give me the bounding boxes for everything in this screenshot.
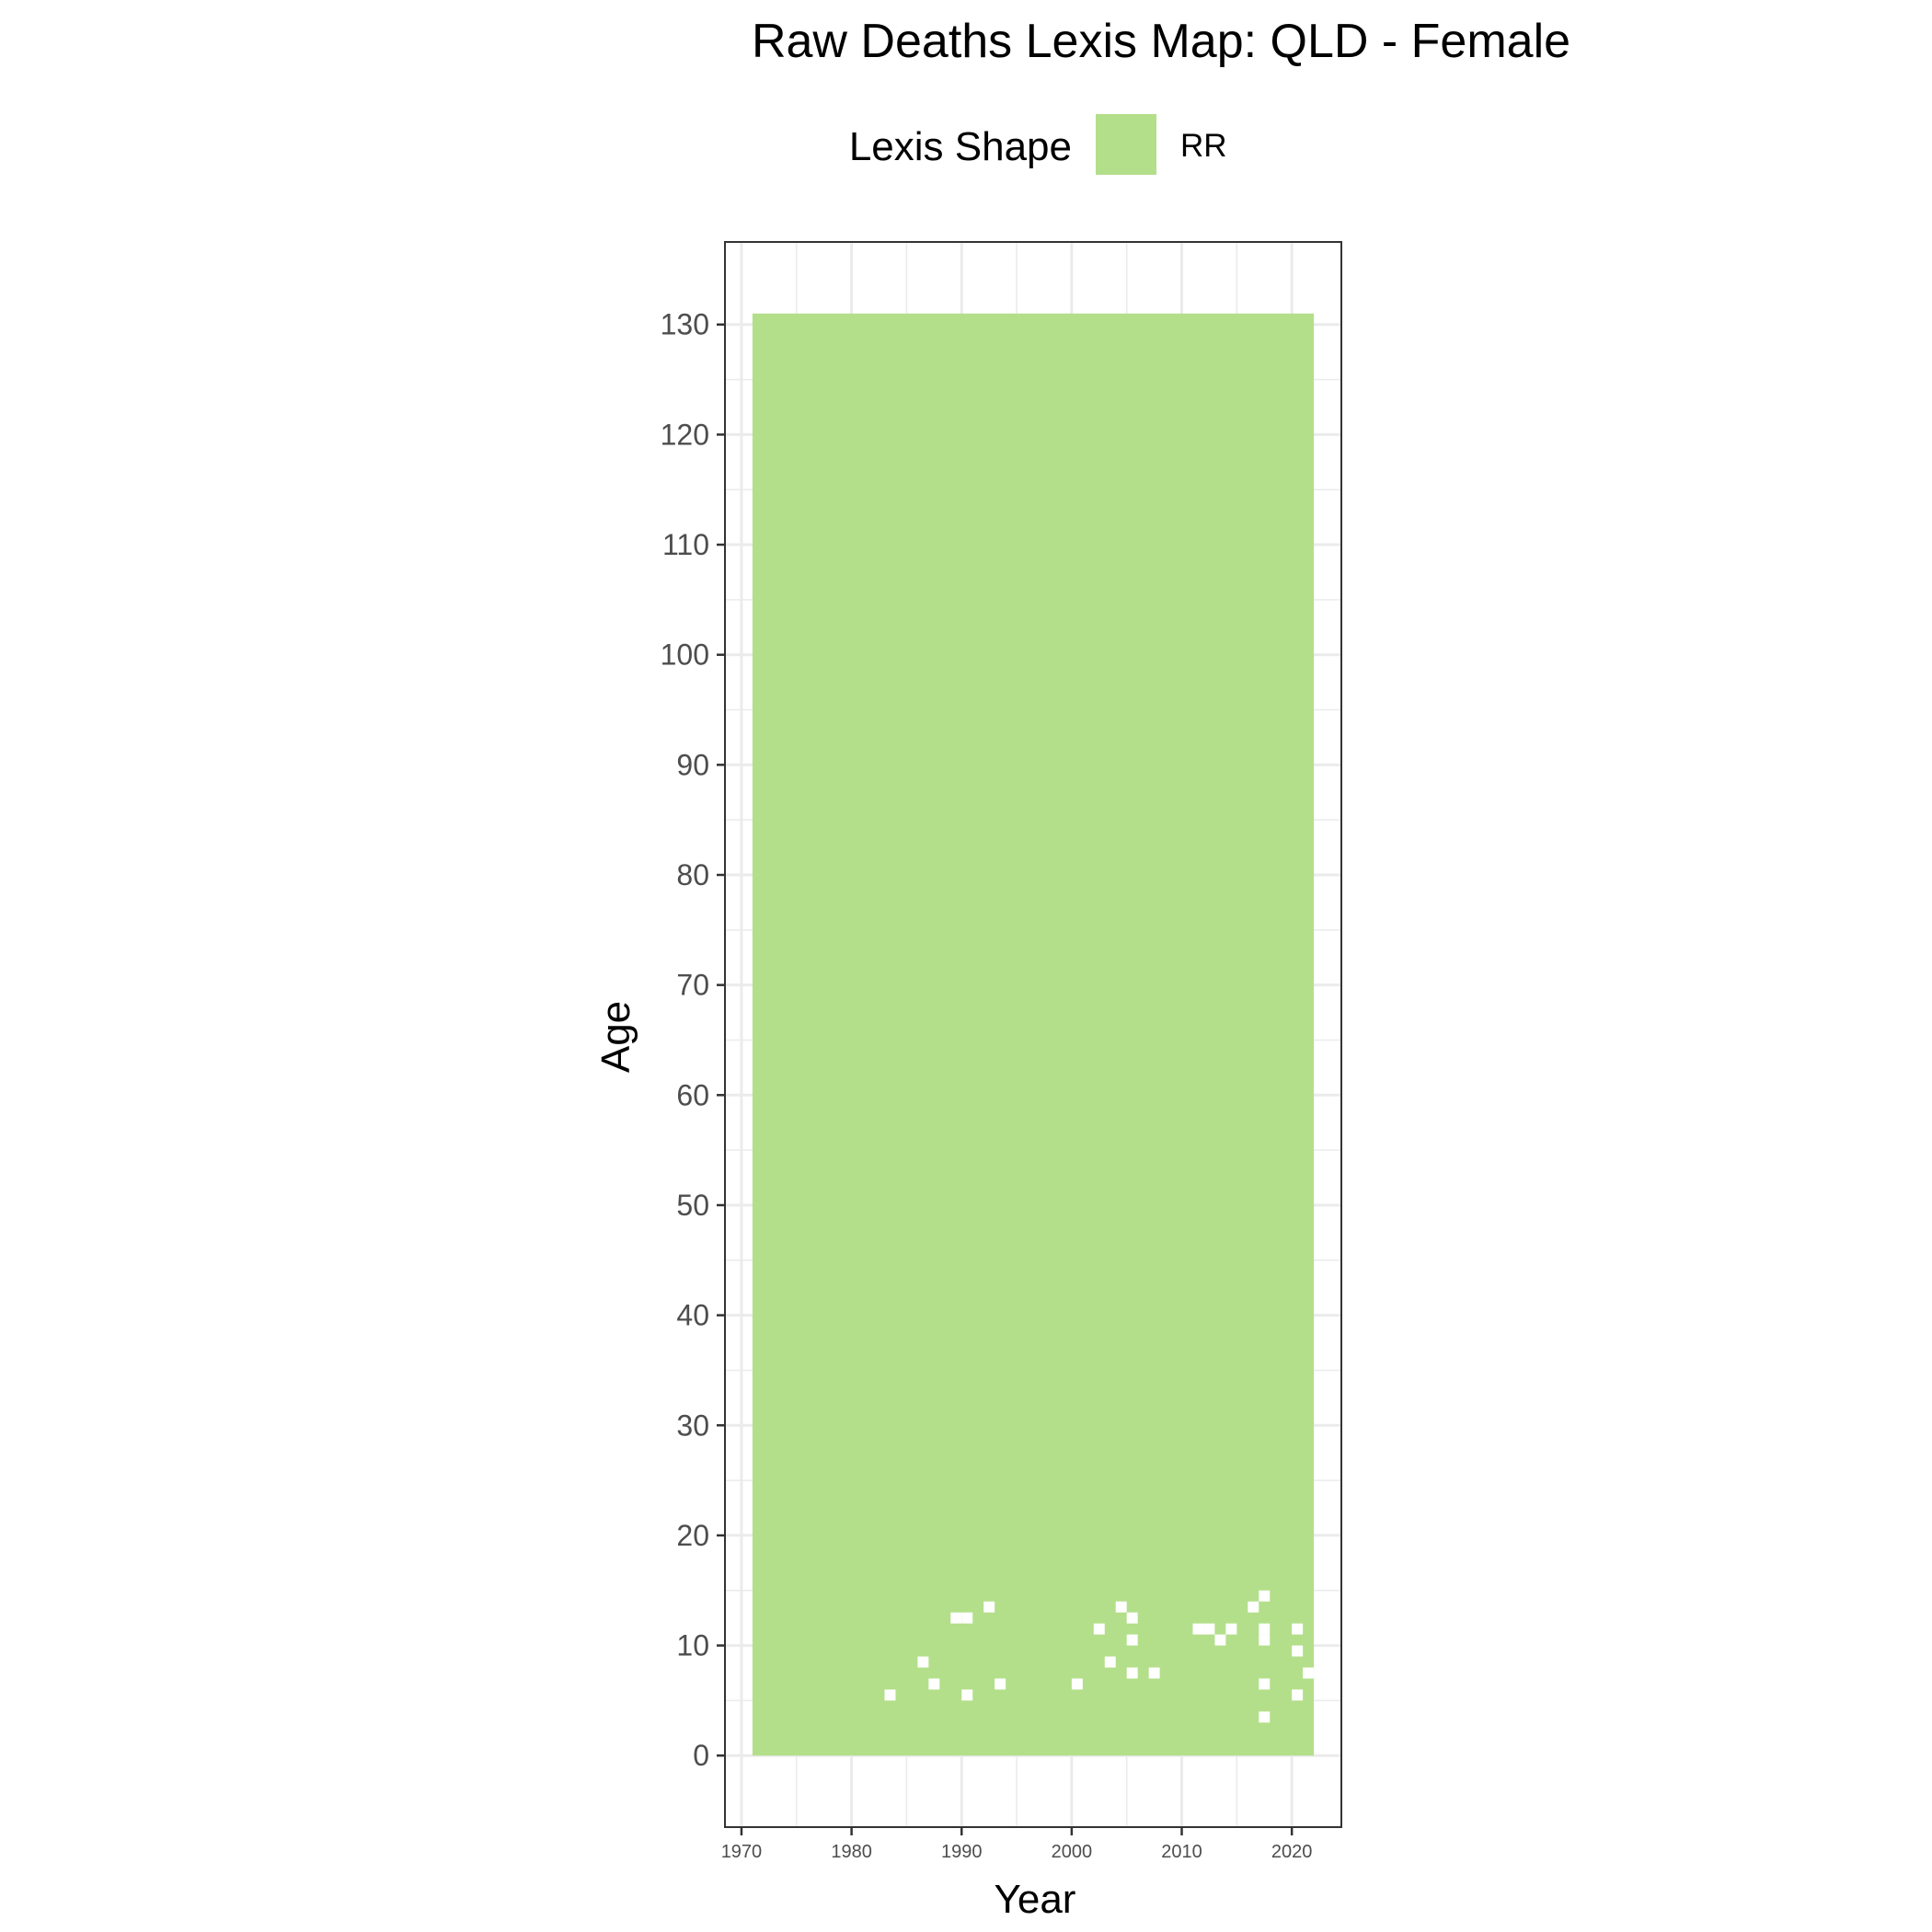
missing-cell xyxy=(1259,1634,1271,1646)
panel-border xyxy=(724,241,1342,1828)
x-tick-label: 2000 xyxy=(1052,1842,1093,1862)
missing-cell xyxy=(961,1612,973,1624)
missing-cell xyxy=(995,1678,1006,1690)
y-tick-label: 120 xyxy=(661,418,709,451)
missing-cell xyxy=(1292,1645,1304,1657)
missing-cell xyxy=(961,1689,973,1701)
x-axis-title: Year xyxy=(995,1877,1076,1922)
y-axis-title: Age xyxy=(593,1001,638,1073)
x-tick-label: 2010 xyxy=(1161,1842,1202,1862)
missing-cell xyxy=(1259,1623,1271,1635)
chart-title: Raw Deaths Lexis Map: QLD - Female xyxy=(752,15,1570,68)
data-region-rr xyxy=(752,313,1315,1756)
missing-cell xyxy=(1093,1623,1105,1635)
x-axis: 1970 1980 1990 2000 2010 2020 xyxy=(721,1827,1313,1862)
missing-cell xyxy=(1259,1678,1271,1690)
missing-cell xyxy=(884,1689,896,1701)
y-tick-label: 100 xyxy=(661,638,709,672)
missing-cell xyxy=(983,1601,995,1613)
missing-cell xyxy=(1115,1601,1127,1613)
missing-cell xyxy=(1126,1667,1138,1679)
missing-cell xyxy=(1292,1689,1304,1701)
missing-cell xyxy=(1148,1667,1160,1679)
legend-key-rr xyxy=(1096,114,1156,175)
y-tick-label: 80 xyxy=(676,858,709,891)
missing-cell xyxy=(1259,1711,1271,1723)
missing-cell xyxy=(1104,1656,1116,1668)
y-axis: 0 10 20 30 40 50 60 70 80 90 100 110 120 130 xyxy=(661,308,725,1772)
x-tick-label: 2020 xyxy=(1271,1842,1313,1862)
missing-cell xyxy=(1126,1634,1138,1646)
y-tick-label: 30 xyxy=(676,1409,709,1442)
y-tick-label: 70 xyxy=(676,969,709,1002)
missing-cell xyxy=(1303,1667,1315,1679)
plot-panel xyxy=(724,241,1342,1828)
legend-label-rr: RR xyxy=(1180,128,1227,164)
missing-cell xyxy=(1225,1623,1237,1635)
missing-cell xyxy=(1214,1634,1226,1646)
y-tick-label: 40 xyxy=(676,1299,709,1332)
y-tick-label: 130 xyxy=(661,308,709,341)
y-tick-label: 90 xyxy=(676,748,709,781)
y-tick-label: 10 xyxy=(676,1629,709,1662)
missing-cell xyxy=(950,1612,962,1624)
data-cells xyxy=(752,313,1315,1756)
missing-cell xyxy=(928,1678,940,1690)
legend-title: Lexis Shape xyxy=(849,124,1072,169)
missing-cell xyxy=(1259,1590,1271,1602)
missing-cell xyxy=(917,1656,929,1668)
y-tick-label: 50 xyxy=(676,1189,709,1222)
x-tick-label: 1990 xyxy=(941,1842,983,1862)
y-tick-label: 110 xyxy=(662,528,709,561)
missing-cell xyxy=(1126,1612,1138,1624)
y-tick-label: 60 xyxy=(676,1078,709,1111)
legend: Lexis Shape RR xyxy=(849,114,1227,175)
missing-cell xyxy=(1192,1623,1204,1635)
missing-cell xyxy=(1071,1678,1083,1690)
y-tick-label: 0 xyxy=(693,1739,709,1772)
y-tick-label: 20 xyxy=(676,1519,709,1552)
missing-cell xyxy=(1203,1623,1215,1635)
x-tick-label: 1970 xyxy=(721,1842,763,1862)
missing-cell xyxy=(1248,1601,1259,1613)
missing-cell xyxy=(1292,1623,1304,1635)
x-tick-label: 1980 xyxy=(831,1842,872,1862)
